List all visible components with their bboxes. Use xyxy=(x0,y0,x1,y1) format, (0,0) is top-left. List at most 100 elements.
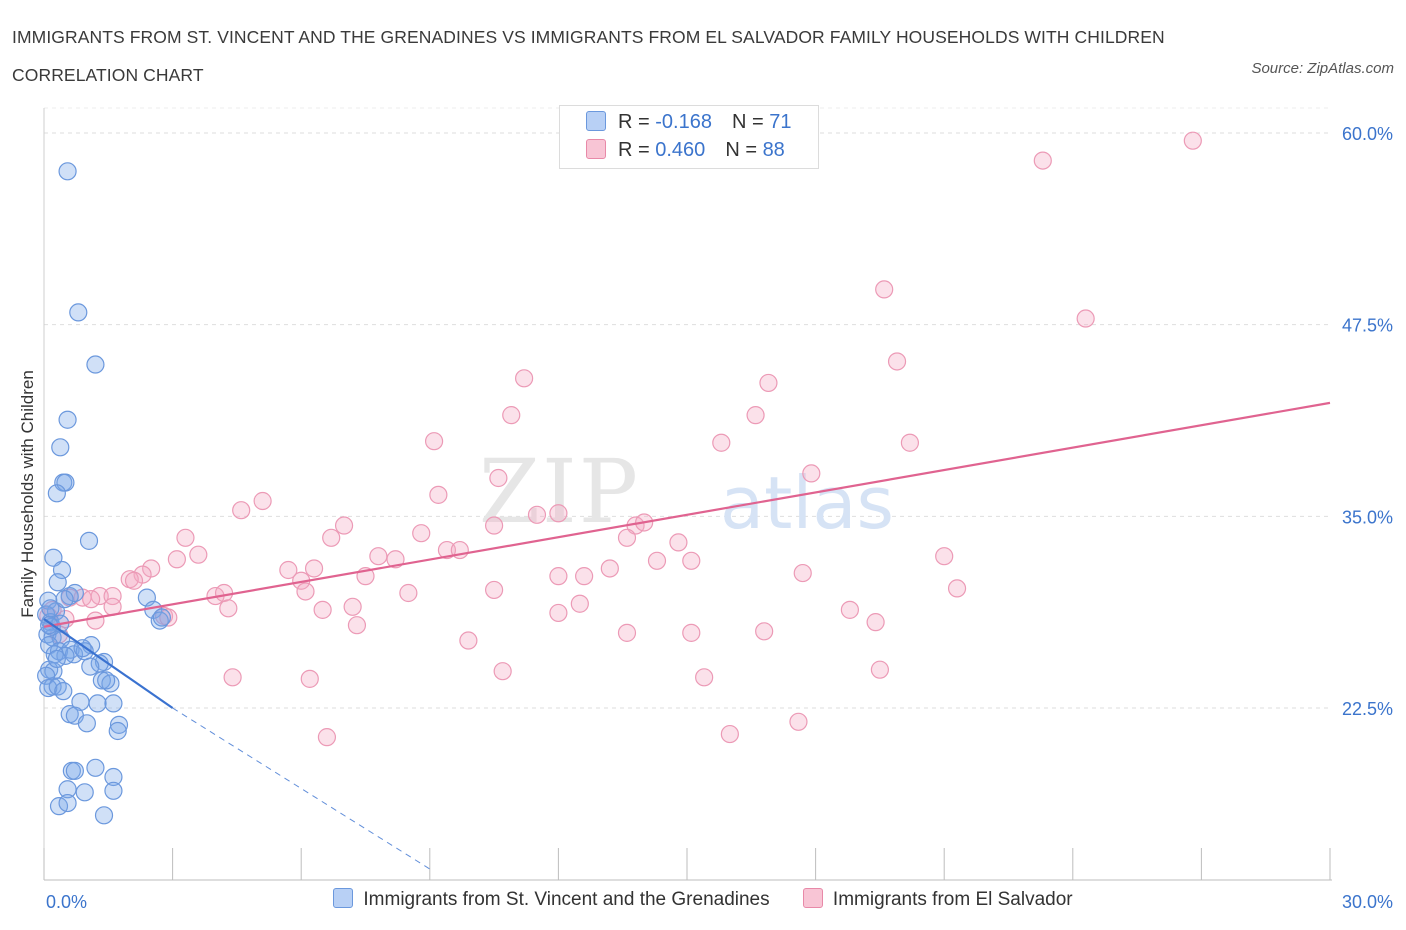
blue-point-65 xyxy=(55,590,74,609)
pink-point-64 xyxy=(549,603,568,623)
pink-trend-line xyxy=(43,401,1331,628)
correlation-legend: R = -0.168 N = 71 R = 0.460 N = 88 xyxy=(559,105,819,169)
pink-point-72 xyxy=(347,616,367,635)
blue-point-49 xyxy=(65,761,84,780)
pink-point-74 xyxy=(682,623,701,642)
blue-point-37 xyxy=(54,682,73,701)
pink-point-40 xyxy=(304,559,324,578)
watermark: ZIP atlas xyxy=(479,440,894,545)
blue-point-56 xyxy=(58,793,77,813)
grid-lines xyxy=(44,107,1330,709)
blue-point-51 xyxy=(104,767,123,787)
y-tick-label-1: 35.0% xyxy=(1342,507,1393,527)
pink-point-62 xyxy=(313,600,332,619)
pink-point-73 xyxy=(617,623,637,642)
blue-point-1 xyxy=(69,303,88,322)
pink-point-44 xyxy=(600,559,619,578)
blue-point-11 xyxy=(48,573,67,592)
pink-point-30 xyxy=(669,533,688,552)
blue-point-42 xyxy=(104,694,123,713)
blue-point-7 xyxy=(47,484,66,503)
blue-point-15 xyxy=(65,583,84,603)
pink-point-82 xyxy=(695,668,714,687)
blue-trend-extension xyxy=(172,707,431,870)
pink-point-61 xyxy=(219,599,238,618)
pink-point-75 xyxy=(755,622,774,641)
pink-point-5 xyxy=(515,369,534,388)
pink-point-56 xyxy=(947,579,967,598)
pink-points xyxy=(39,131,1202,747)
blue-point-54 xyxy=(104,781,123,800)
pink-point-85 xyxy=(720,724,739,744)
legend-item-st-vincent: Immigrants from St. Vincent and the Gren… xyxy=(333,888,770,911)
legend-row-blue: R = -0.168 N = 71 xyxy=(586,111,791,139)
pink-point-0 xyxy=(1183,131,1202,150)
pink-point-9 xyxy=(424,432,444,451)
blue-point-2 xyxy=(86,355,105,374)
pink-point-21 xyxy=(334,516,354,535)
x-tick-label-1: 30.0% xyxy=(1342,892,1393,912)
y-tick-label-2: 47.5% xyxy=(1342,316,1393,336)
pink-point-80 xyxy=(300,669,319,688)
pink-point-54 xyxy=(399,583,418,603)
pink-point-83 xyxy=(870,660,890,679)
pink-point-46 xyxy=(935,547,954,566)
source-label: Source: ZipAtlas.com xyxy=(1251,60,1394,77)
blue-point-67 xyxy=(97,671,116,690)
pink-point-35 xyxy=(682,551,701,570)
pink-point-12 xyxy=(489,468,508,488)
blue-point-14 xyxy=(60,586,79,606)
blue-point-9 xyxy=(44,548,63,567)
pink-point-71 xyxy=(866,613,885,632)
blue-point-0 xyxy=(58,162,77,181)
pink-point-6 xyxy=(759,373,778,393)
blue-point-61 xyxy=(152,608,171,627)
pink-point-86 xyxy=(789,712,808,731)
blue-point-41 xyxy=(88,694,107,713)
blue-trend-line xyxy=(43,618,174,709)
pink-point-59 xyxy=(82,590,101,609)
blue-point-8 xyxy=(79,531,99,550)
pink-point-4 xyxy=(887,352,907,371)
blue-point-3 xyxy=(58,410,77,429)
pink-point-16 xyxy=(232,501,251,520)
trend-lines xyxy=(43,401,1331,870)
pink-point-27 xyxy=(189,545,208,564)
pink-point-51 xyxy=(103,586,122,606)
n-value-pink: 88 xyxy=(762,139,785,161)
y-tick-label-0: 22.5% xyxy=(1342,699,1393,719)
r-value-pink: 0.460 xyxy=(655,139,706,161)
pink-point-45 xyxy=(793,563,812,583)
pink-point-1 xyxy=(1033,151,1052,170)
pink-point-33 xyxy=(167,550,186,569)
n-value-blue: 71 xyxy=(769,111,792,133)
blue-point-70 xyxy=(41,599,60,618)
legend-row-pink: R = 0.460 N = 88 xyxy=(586,139,785,167)
blue-point-4 xyxy=(51,438,70,457)
blue-swatch xyxy=(333,888,354,908)
blue-point-21 xyxy=(40,636,59,655)
pink-point-3 xyxy=(1076,309,1095,328)
blue-point-45 xyxy=(77,714,96,733)
pink-point-11 xyxy=(900,433,920,452)
blue-point-30 xyxy=(81,657,100,676)
pink-point-15 xyxy=(253,491,272,511)
pink-point-26 xyxy=(617,528,637,547)
blue-point-53 xyxy=(75,783,94,802)
pink-point-81 xyxy=(493,662,512,681)
pink-point-13 xyxy=(802,464,821,483)
pink-point-18 xyxy=(549,504,568,523)
legend-item-el-salvador: Immigrants from El Salvador xyxy=(802,888,1073,911)
pink-point-49 xyxy=(296,582,315,601)
pink-point-53 xyxy=(214,583,234,603)
pink-point-43 xyxy=(575,567,594,586)
pink-swatch xyxy=(586,139,606,159)
watermark-zip: ZIP xyxy=(479,440,640,543)
x-tick-label-0: 0.0% xyxy=(46,892,87,912)
pink-point-8 xyxy=(746,406,765,425)
series-legend: Immigrants from St. Vincent and the Gren… xyxy=(0,888,1406,911)
y-tick-labels: 22.5% 35.0% 47.5% 60.0% xyxy=(1342,124,1393,719)
pink-point-78 xyxy=(459,631,478,650)
pink-point-34 xyxy=(647,551,667,570)
